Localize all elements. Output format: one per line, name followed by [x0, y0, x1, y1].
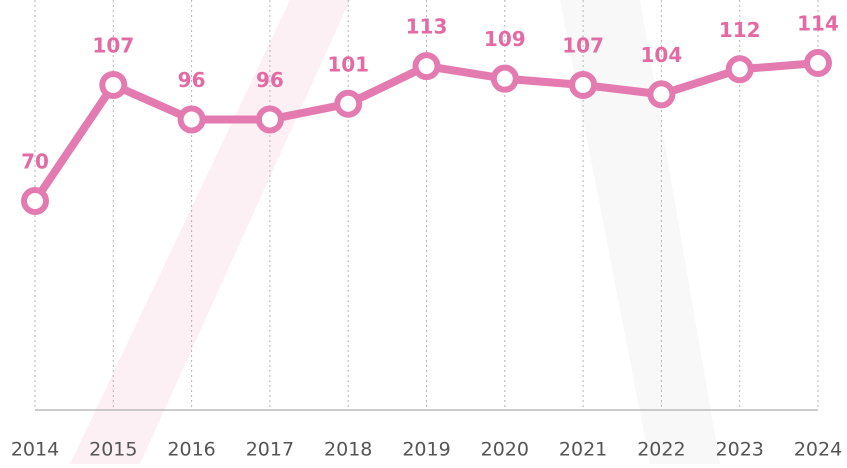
marker: [259, 108, 281, 130]
marker: [650, 83, 672, 105]
x-tick-label: 2015: [89, 439, 137, 461]
x-tick-label: 2017: [246, 439, 294, 461]
marker: [416, 55, 438, 77]
marker: [729, 58, 751, 80]
value-label: 96: [178, 68, 206, 92]
page: {"chart_data": {"type": "line", "categor…: [0, 0, 847, 464]
x-tick-label: 2016: [167, 439, 215, 461]
value-label: 114: [797, 12, 839, 36]
value-label: 109: [484, 27, 526, 51]
x-tick-label: 2018: [324, 439, 372, 461]
x-tick-label: 2023: [716, 439, 764, 461]
x-tick-label: 2020: [481, 439, 529, 461]
value-label: 112: [719, 18, 761, 42]
value-label: 70: [21, 150, 49, 174]
x-tick-label: 2022: [637, 439, 685, 461]
value-label: 96: [256, 68, 284, 92]
marker: [24, 190, 46, 212]
marker: [181, 108, 203, 130]
background-ribbon: [70, 0, 350, 464]
x-tick-label: 2014: [11, 439, 59, 461]
marker: [494, 68, 516, 90]
x-tick-label: 2024: [794, 439, 842, 461]
marker: [807, 52, 829, 74]
value-label: 107: [92, 33, 134, 57]
background-ribbon: [560, 0, 720, 464]
marker: [572, 74, 594, 96]
chart: 2014 2015 2016 2017 2018 2019 2020 2021 2022 2023…: [0, 0, 847, 464]
marker: [337, 93, 359, 115]
marker: [102, 74, 124, 96]
value-label: 107: [562, 33, 604, 57]
x-tick-label: 2019: [402, 439, 450, 461]
value-label: 104: [641, 43, 683, 67]
value-label: 113: [406, 15, 448, 39]
x-tick-label: 2021: [559, 439, 607, 461]
value-label: 101: [327, 52, 369, 76]
